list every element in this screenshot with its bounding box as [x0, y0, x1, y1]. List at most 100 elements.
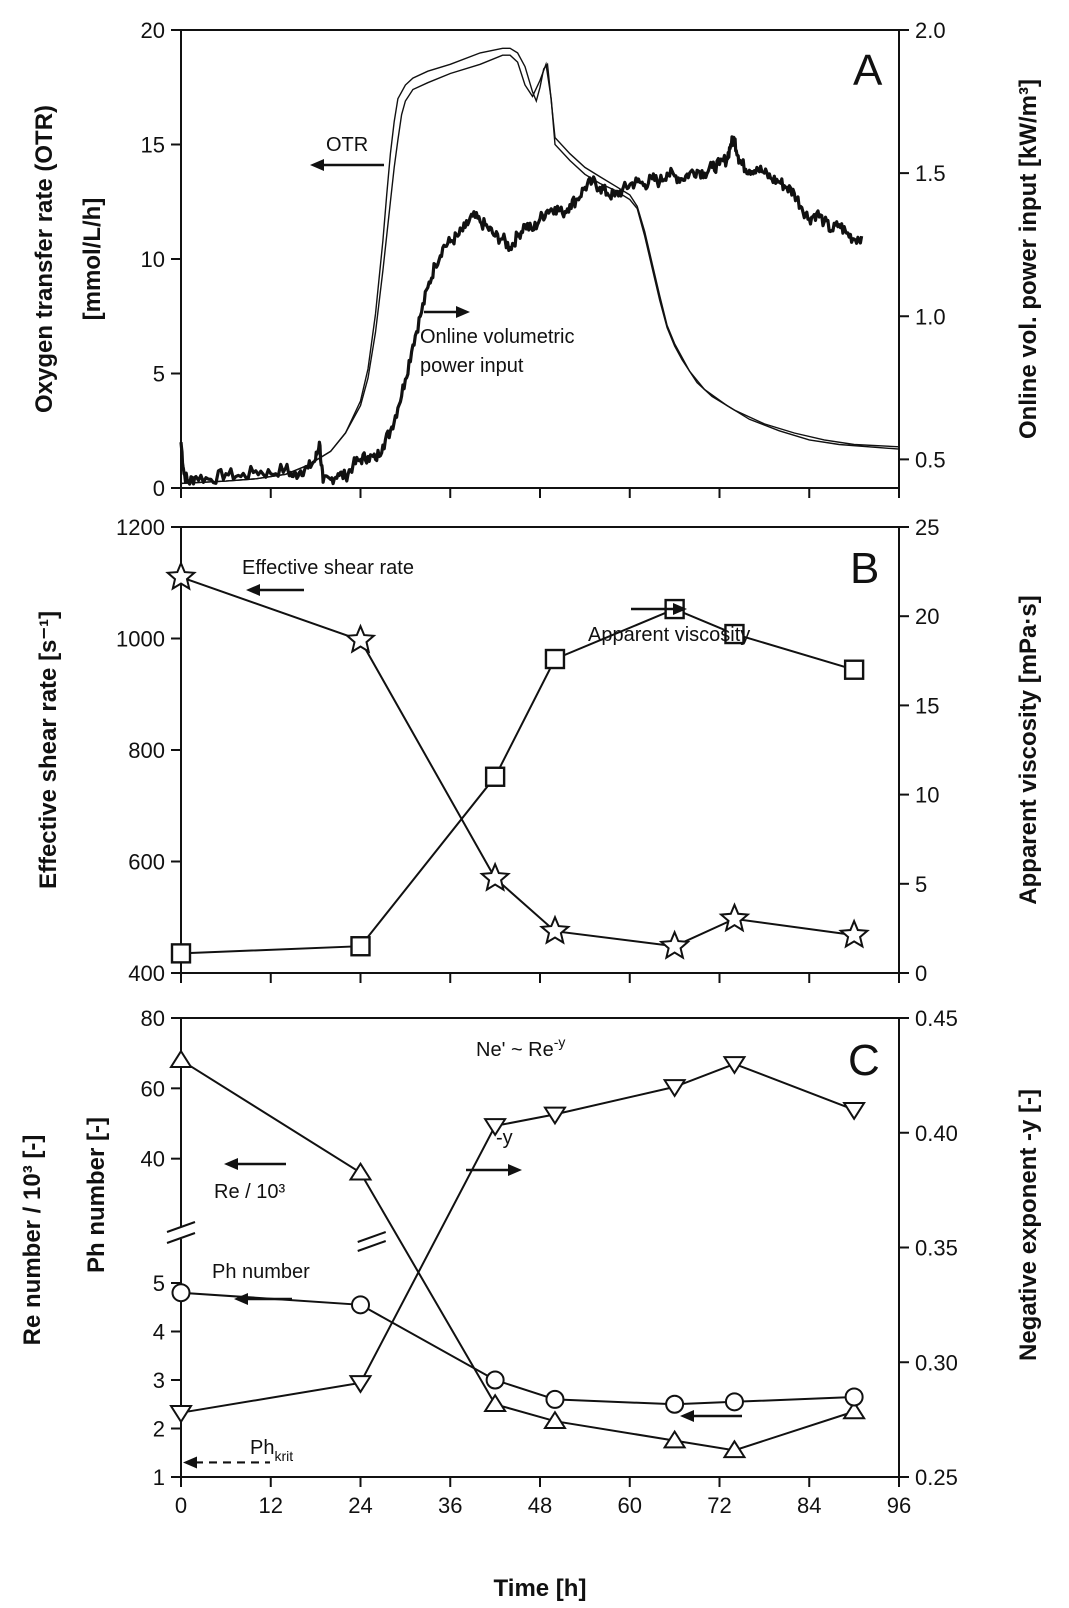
neg-y-arrow-icon: [466, 1164, 522, 1176]
panel-a: 0 5 10 15 20 0.5 1.0 1.5 2.0 A Oxygen transfer …: [31, 18, 1042, 501]
panel-c-left-axis-title-line2: Ph number [-]: [83, 1117, 110, 1273]
y-tick-label: 15: [915, 693, 939, 718]
viscosity-point: [724, 623, 745, 645]
panel-c-x-ticks: 0 12 24 36 48 60 72 84 96: [175, 1477, 911, 1518]
y-tick-label: 0: [915, 961, 927, 986]
panel-c-right-axis-title: Negative exponent -y [-]: [1015, 1089, 1042, 1361]
re-label: Re / 10³: [214, 1181, 285, 1203]
panel-b: 400 600 800 1000 1200 0 5 10 15 20 25 B Effective…: [35, 515, 1042, 986]
y-tick-label: 1.0: [915, 304, 946, 329]
y-tick-label: 0.5: [915, 447, 946, 472]
ph-arrow-icon: [234, 1293, 292, 1305]
ph-krit-label-main: Ph: [250, 1437, 274, 1459]
y-tick-label: 2: [153, 1417, 165, 1442]
axis-break-stroke: [166, 1232, 196, 1244]
ph-number-point: [665, 1394, 685, 1414]
re-point: [722, 1439, 747, 1459]
ne-re-label: Ne' ~ Re-y: [476, 1034, 565, 1061]
panel-a-left-axis-title-line2: [mmol/L/h]: [79, 198, 106, 321]
x-axis-title: Time [h]: [494, 1575, 587, 1602]
panel-b-left-axis-title: Effective shear rate [s⁻¹]: [35, 611, 62, 889]
y-tick-label: 3: [153, 1368, 165, 1393]
ph-number-point: [724, 1392, 744, 1412]
shear-rate-point: [344, 623, 377, 654]
x-tick-label: 0: [175, 1493, 187, 1518]
y-tick-label: 800: [128, 738, 165, 763]
ph-krit-arrowhead: [183, 1456, 197, 1469]
re-point: [842, 1400, 866, 1420]
x-tick-label: 72: [707, 1493, 731, 1518]
ph-krit-dashed-arrow-icon: [183, 1456, 270, 1469]
x-tick-label: 24: [348, 1493, 372, 1518]
panel-c-left-ticks: 40 60 80 1 2 3 4 5: [141, 1006, 181, 1490]
neg-exponent-point: [662, 1079, 687, 1098]
panel-a-left-ticks: 0 5 10 15 20: [141, 18, 181, 501]
shear-rate-label: Effective shear rate: [242, 557, 414, 579]
ne-re-label-main: Ne' ~ Re: [476, 1039, 554, 1061]
y-tick-label: 15: [141, 133, 165, 158]
y-tick-label: 5: [915, 872, 927, 897]
y-tick-label: 60: [141, 1076, 165, 1101]
ph-number-point: [844, 1387, 864, 1407]
panel-b-series: [165, 560, 870, 964]
re-point: [348, 1161, 373, 1181]
viscosity-point: [350, 936, 371, 957]
otr-line-2: [180, 47, 900, 485]
y-tick-label: 2.0: [915, 18, 946, 43]
x-tick-label: 48: [528, 1493, 552, 1518]
neg-exponent-point: [348, 1375, 373, 1394]
y-tick-label: 0.45: [915, 1006, 958, 1031]
neg-exponent-point: [483, 1118, 507, 1137]
neg-exponent-point: [169, 1404, 193, 1424]
viscosity-point: [170, 943, 192, 964]
x-tick-label: 60: [618, 1493, 642, 1518]
panel-a-x-ticks: [180, 488, 900, 498]
re-point: [543, 1410, 567, 1429]
otr-label: OTR: [326, 134, 368, 156]
viscosity-label: Apparent viscosity: [588, 624, 750, 646]
y-tick-label: 25: [915, 515, 939, 540]
ph-number-label: Ph number: [212, 1261, 310, 1283]
ph-number-point: [171, 1283, 191, 1303]
panel-b-left-ticks: 400 600 800 1000 1200: [116, 515, 181, 986]
panel-c-letter: C: [848, 1036, 880, 1085]
shear-rate-point: [165, 560, 197, 591]
y-tick-label: 20: [915, 604, 939, 629]
y-tick-label: 1200: [116, 515, 165, 540]
y-tick-label: 4: [153, 1320, 165, 1345]
viscosity-point: [544, 648, 566, 670]
x-tick-label: 84: [797, 1493, 821, 1518]
shear-rate-point: [479, 861, 511, 892]
series-break-stroke: [357, 1240, 387, 1252]
y-tick-label: 0.30: [915, 1350, 958, 1375]
panel-b-x-ticks: [180, 973, 900, 983]
y-tick-label: 5: [153, 362, 165, 387]
y-tick-label: 5: [153, 1271, 165, 1296]
re-point: [662, 1429, 687, 1449]
ne-re-label-sup: -y: [554, 1034, 566, 1050]
y-tick-label: 0.35: [915, 1236, 958, 1261]
panel-c-series: [169, 1049, 866, 1459]
ph-krit-label: Phkrit: [250, 1437, 293, 1464]
panel-a-series: [179, 47, 900, 486]
y-tick-label: 10: [141, 247, 165, 272]
re-point: [483, 1393, 507, 1412]
viscosity-arrow-icon: [631, 603, 687, 615]
re-arrow-right-icon: [680, 1410, 742, 1422]
x-tick-label: 36: [438, 1493, 462, 1518]
y-tick-label: 20: [141, 18, 165, 43]
power-input-arrow-icon: [424, 306, 470, 318]
y-tick-label: 0: [153, 476, 165, 501]
y-tick-label: 40: [141, 1147, 165, 1172]
power-input-label-line2: power input: [420, 355, 524, 377]
y-tick-label: 600: [128, 850, 165, 875]
panel-b-right-ticks: 0 5 10 15 20 25: [899, 515, 939, 986]
panel-c-right-ticks: 0.25 0.30 0.35 0.40 0.45: [899, 1006, 958, 1490]
panel-c-left-axis-title-line1: Re number / 10³ [-]: [19, 1135, 46, 1346]
y-tick-label: 0.40: [915, 1121, 958, 1146]
re-arrow-icon: [224, 1158, 286, 1170]
power-input-label-line1: Online volumetric: [420, 326, 575, 348]
neg-y-label: -y: [496, 1127, 513, 1149]
